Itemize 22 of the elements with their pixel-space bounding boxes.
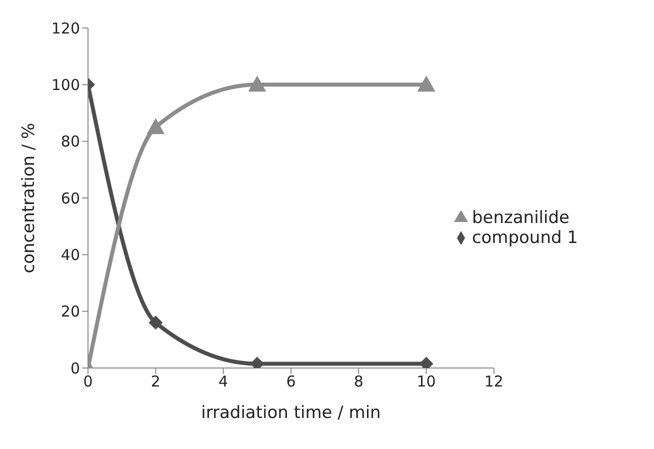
x-tick-label: 10 [416, 372, 436, 391]
y-tick-label: 20 [60, 302, 80, 321]
x-tick-label: 4 [218, 372, 228, 391]
legend-label: benzanilide [472, 208, 570, 228]
y-tick-label: 0 [70, 359, 80, 378]
x-tick-label: 0 [83, 372, 93, 391]
x-tick-label: 8 [354, 372, 364, 391]
point [146, 118, 165, 134]
point [148, 316, 163, 330]
legend-label: compound 1 [472, 228, 578, 248]
x-tick-label: 2 [150, 372, 160, 391]
y-tick-label: 80 [60, 132, 80, 151]
x-tick-label: 6 [286, 372, 296, 391]
point [248, 76, 266, 92]
y-tick-label: 40 [60, 246, 80, 264]
y-tick-label: 100 [51, 76, 80, 94]
y-tick-label: 120 [51, 19, 80, 38]
y-tick-label: 60 [60, 189, 80, 208]
x-tick-label: 12 [484, 372, 504, 391]
x-axis-title: irradiation time / min [201, 403, 381, 423]
point [417, 76, 436, 92]
y-axis-title: concentration / % [19, 122, 40, 274]
